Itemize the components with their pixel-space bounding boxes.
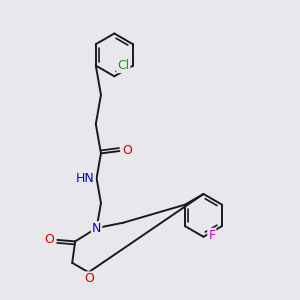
Text: Cl: Cl bbox=[117, 59, 130, 72]
Text: HN: HN bbox=[76, 172, 95, 185]
Text: O: O bbox=[44, 233, 54, 246]
Text: N: N bbox=[92, 222, 101, 235]
Text: O: O bbox=[122, 144, 132, 157]
Text: F: F bbox=[208, 229, 215, 242]
Text: O: O bbox=[84, 272, 94, 285]
